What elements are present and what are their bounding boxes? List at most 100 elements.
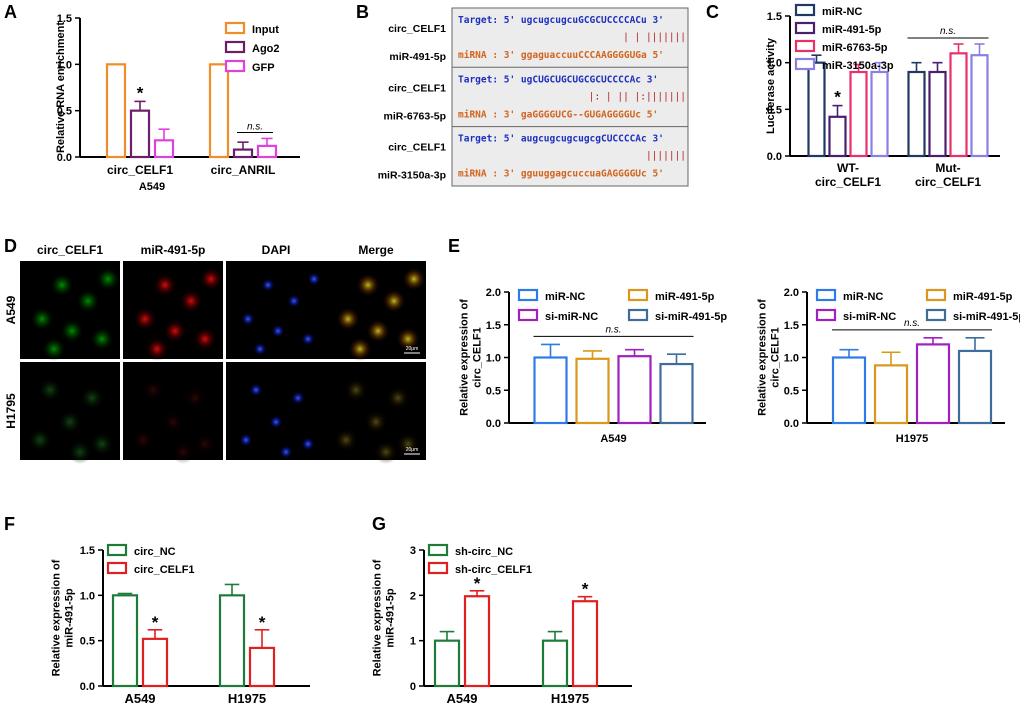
legend-swatch <box>627 308 649 322</box>
legend-label: miR-NC <box>843 291 883 303</box>
cell-signal <box>271 324 285 338</box>
cell-signal <box>396 432 420 456</box>
bar-sh-circ-celf1 <box>571 600 599 688</box>
cell-signal <box>301 437 315 451</box>
cell-signal <box>80 386 104 410</box>
legend-swatch <box>106 543 128 557</box>
y-axis-label: miR-491-5p <box>64 588 76 648</box>
legend-label: si-miR-491-5p <box>953 311 1020 323</box>
legend-swatch <box>627 288 649 302</box>
bar-mir-3150a-3p <box>870 70 889 158</box>
legend-swatch <box>517 288 539 302</box>
legend-swatch <box>815 288 837 302</box>
bar-mir-6763-5p <box>949 52 968 158</box>
legend-swatch <box>925 288 947 302</box>
y-tick-label: 1.0 <box>784 353 799 365</box>
bar-input <box>105 63 127 159</box>
column-title: circ_CELF1 <box>37 243 103 257</box>
cell-signal <box>396 327 420 351</box>
significance-star: * <box>474 574 481 593</box>
cell-signal <box>193 432 217 456</box>
bar-si-mir-nc <box>617 355 652 425</box>
cell-signal <box>253 342 267 356</box>
y-tick-label: 0.0 <box>784 418 799 430</box>
y-axis-label: Luciferase activity <box>765 37 777 134</box>
cell-signal <box>366 319 390 343</box>
significance-star: * <box>582 580 589 599</box>
y-tick-label: 0.5 <box>80 636 95 648</box>
bar-sh-circ-nc <box>433 639 461 688</box>
ns-label: n.s. <box>247 121 263 132</box>
circ-name: circ_CELF1 <box>388 82 446 94</box>
chart-e2: 0.0 0.5 1.0 1.5 2.0 Relative expression of cir… <box>757 287 1020 445</box>
scale-label: 20μm <box>406 346 419 352</box>
legend-swatch <box>794 57 816 71</box>
legend-label: sh-circ_CELF1 <box>455 564 532 576</box>
y-tick-label: 1.0 <box>57 59 72 71</box>
bar-mir-491-5p <box>928 70 947 158</box>
y-axis-label: Relative expression of <box>51 559 63 676</box>
legend-swatch <box>224 21 246 35</box>
y-tick-label: 1.5 <box>80 545 95 557</box>
legend-label: Input <box>252 24 279 36</box>
base-pairing: | | ||||||| <box>623 32 686 43</box>
cell-signal <box>163 319 187 343</box>
legend-label: si-miR-491-5p <box>655 311 727 323</box>
y-tick-label: 1.5 <box>486 320 501 332</box>
mirna-sequence: miRNA : 3' ggaguaccuuCCCAAGGGGUGa 5' <box>458 50 664 61</box>
bar-mir-nc <box>807 61 826 158</box>
cell-signal <box>261 278 275 292</box>
cell-signal <box>386 386 410 410</box>
legend-swatch <box>106 561 128 575</box>
legend-label: miR-491-5p <box>822 24 882 36</box>
category-label: circ_CELF1 <box>107 163 173 177</box>
significance-star: * <box>137 83 144 102</box>
y-axis-label: circ_CELF1 <box>770 327 782 388</box>
bar-mir-3150a-3p <box>970 54 989 158</box>
cell-signal <box>58 410 82 434</box>
cell-signal <box>90 327 114 351</box>
category-label: circ_CELF1 <box>915 175 981 189</box>
cell-signal <box>356 273 380 297</box>
category-label: A549 <box>124 691 155 706</box>
y-tick-label: 2.0 <box>784 287 799 299</box>
cell-signal <box>90 432 114 456</box>
ns-label: n.s. <box>904 318 920 329</box>
cell-signal <box>307 272 321 286</box>
legend-swatch <box>427 543 449 557</box>
legend-swatch <box>794 21 816 35</box>
category-label: H1975 <box>228 691 266 706</box>
bar-mir-6763-5p <box>849 70 868 158</box>
panel-label-e: E <box>448 236 461 256</box>
chart-f: 0.0 0.5 1.0 1.5 Relative expression of miR-49… <box>51 543 310 706</box>
legend-label: miR-6763-5p <box>822 42 888 54</box>
chart-g: 0 1 2 3 Relative expression of miR-491-5p sh-c… <box>372 543 632 706</box>
bar-ago2 <box>129 109 151 159</box>
ns-label: n.s. <box>605 324 621 335</box>
target-sequence: Target: 5' augcugcugcugcgCUCCCCAc 3' <box>458 134 664 145</box>
column-title: DAPI <box>262 243 291 257</box>
panel-label-a: A <box>4 2 17 22</box>
bar-gfp <box>256 144 278 159</box>
panel-label-b: B <box>356 2 369 22</box>
alignment-box <box>451 7 689 187</box>
bar-sh-circ-celf1 <box>463 595 491 688</box>
base-pairing: |: | || |:||||||| <box>589 91 686 102</box>
cell-signal <box>287 294 301 308</box>
y-axis-label: miR-491-5p <box>385 588 397 648</box>
significance-star: * <box>259 613 266 632</box>
y-axis-label: Relative expression of <box>459 299 471 416</box>
cell-signal <box>249 383 263 397</box>
target-sequence: Target: 5' ugCUGCUGCUGCGCUCCCCAc 3' <box>458 74 658 85</box>
cell-signal <box>50 273 74 297</box>
cell-signal <box>279 445 293 459</box>
microscopy-grid: circ_CELF1 miR-491-5p DAPI Merge A549 H1795 20… <box>4 243 426 464</box>
mirna-sequence: miRNA : 3' gguuggagcuccuaGAGGGGUc 5' <box>458 169 664 180</box>
cell-signal <box>199 267 223 291</box>
y-tick-label: 0 <box>410 681 416 693</box>
bar-si-mir-491-5p <box>957 349 993 425</box>
significance-star: * <box>152 613 159 632</box>
bar-mir-491-5p <box>873 364 909 425</box>
category-label: circ_CELF1 <box>815 175 881 189</box>
